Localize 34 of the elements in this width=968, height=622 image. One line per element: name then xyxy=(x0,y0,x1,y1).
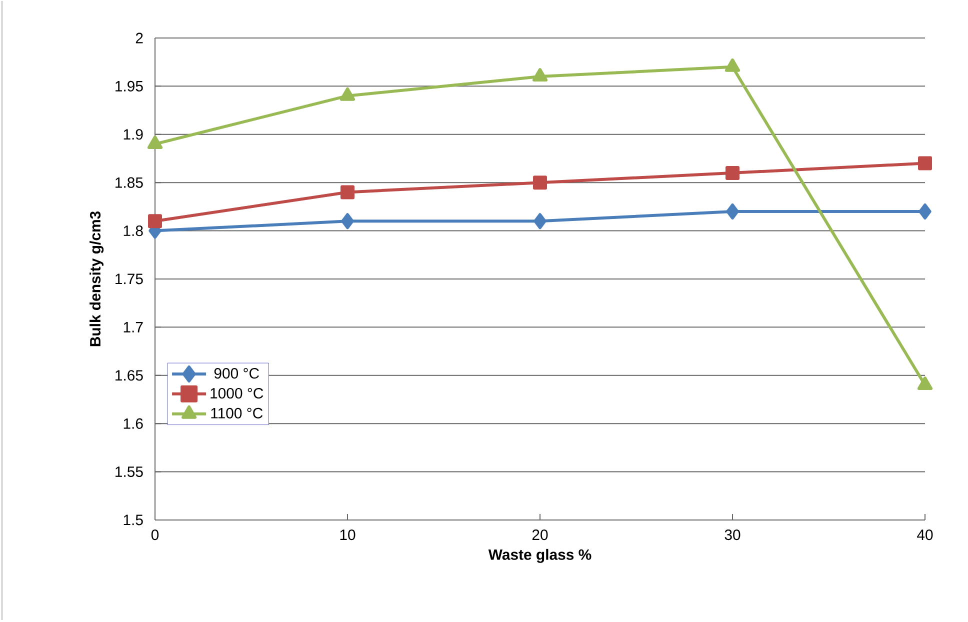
x-tick-label: 30 xyxy=(724,530,740,540)
y-tick-label: 1.8 xyxy=(124,225,143,236)
legend-label: 900 °C xyxy=(214,368,259,379)
y-tick-label: 1.95 xyxy=(116,80,143,92)
x-axis-title: Waste glass % xyxy=(488,548,592,563)
y-tick-label: 1.85 xyxy=(116,177,143,188)
y-tick-label: 1.5 xyxy=(124,514,143,526)
y-tick-label: 1.6 xyxy=(124,418,143,429)
point xyxy=(918,156,932,170)
point xyxy=(341,213,354,230)
point xyxy=(340,87,356,101)
y-tick-label: 1.75 xyxy=(116,274,143,284)
point xyxy=(726,166,740,180)
point xyxy=(148,214,162,228)
x-tick-label: 40 xyxy=(917,530,933,540)
legend-label: 1000 °C xyxy=(210,388,264,399)
y-tick-label: 1.55 xyxy=(116,466,143,477)
y-tick-label: 1.65 xyxy=(116,370,143,381)
y-tick-label: 2 xyxy=(136,32,143,44)
legend-label: 1100 °C xyxy=(211,408,263,418)
x-tick-label: 10 xyxy=(340,530,356,540)
point xyxy=(918,204,932,220)
point xyxy=(724,58,740,72)
point xyxy=(340,185,355,200)
point xyxy=(532,68,548,82)
point xyxy=(726,204,739,220)
point xyxy=(534,213,546,230)
x-tick-label: 20 xyxy=(532,530,548,540)
point xyxy=(533,176,548,190)
y-tick-label: 1.7 xyxy=(124,322,143,332)
y-axis-title: Bulk density g/cm3 xyxy=(90,211,104,346)
y-tick-label: 1.9 xyxy=(124,129,143,140)
x-tick-label: 0 xyxy=(151,530,159,540)
point xyxy=(147,136,163,150)
